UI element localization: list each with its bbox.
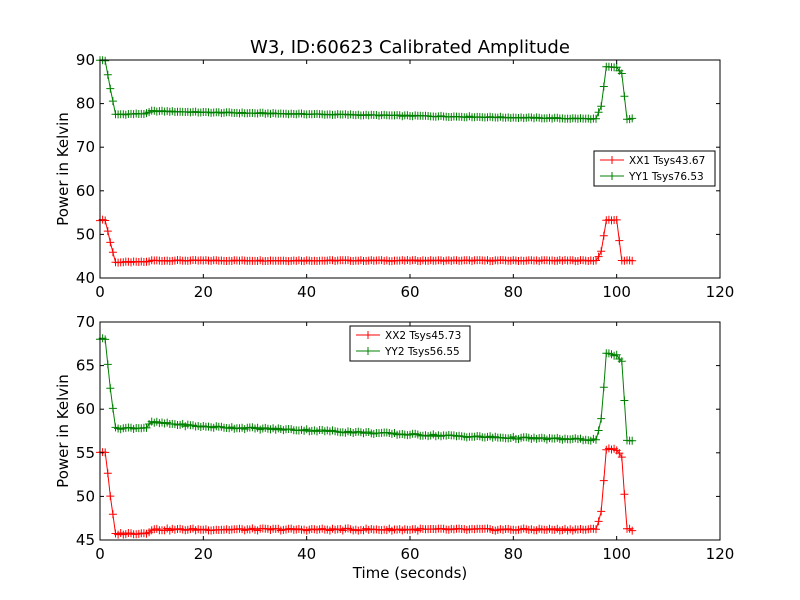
- data-point: [617, 357, 626, 366]
- legend-box: [593, 150, 716, 187]
- data-point: [599, 383, 608, 392]
- y-tick-label: 80: [76, 95, 95, 113]
- x-tick-label: 0: [95, 545, 105, 563]
- data-point: [106, 492, 115, 501]
- data-point: [106, 238, 115, 247]
- y-axis-label: Power in Kelvin: [54, 112, 72, 226]
- data-point: [594, 517, 603, 526]
- series-2: [96, 334, 637, 445]
- data-point: [620, 396, 629, 405]
- x-axis-label: Time (seconds): [352, 564, 468, 582]
- legend-item: YY2 Tsys56.55: [356, 346, 460, 358]
- y-tick-label: 40: [76, 269, 95, 287]
- data-point: [592, 435, 600, 444]
- legend: XX2 Tsys45.73 YY2 Tsys56.55: [349, 325, 471, 362]
- data-point: [103, 360, 112, 369]
- data-point: [108, 248, 117, 257]
- x-tick-label: 20: [194, 283, 213, 301]
- legend-label: YY1 Tsys76.53: [628, 171, 704, 183]
- plot-top: 0 20 40 60 80 100 120 40 50 60 70 80 90 Power in Kelv…: [54, 51, 734, 301]
- chart-title: W3, ID:60623 Calibrated Amplitude: [250, 37, 570, 58]
- data-point: [628, 526, 637, 535]
- legend: XX1 Tsys43.67 YY1 Tsys76.53: [593, 150, 716, 187]
- data-point: [592, 525, 600, 534]
- data-point: [599, 231, 608, 240]
- y-tick-label: 70: [76, 313, 95, 331]
- legend-marker: [608, 172, 616, 180]
- x-tick-label: 120: [706, 283, 735, 301]
- data-point: [620, 92, 629, 101]
- y-tick-label: 50: [76, 225, 95, 243]
- data-point: [628, 114, 637, 123]
- data-point: [108, 97, 117, 106]
- series-1: [96, 444, 637, 539]
- legend-box: [349, 325, 471, 362]
- data-point: [617, 453, 626, 462]
- data-point: [108, 404, 117, 413]
- x-tick-label: 40: [297, 283, 316, 301]
- x-tick-label: 0: [95, 283, 105, 301]
- legend-item: XX1 Tsys43.67: [600, 155, 705, 167]
- legend-marker: [364, 347, 372, 355]
- x-tick-label: 100: [602, 283, 631, 301]
- data-point: [617, 69, 626, 78]
- y-tick-label: 65: [76, 357, 95, 375]
- data-point: [594, 426, 603, 435]
- series-2: [96, 56, 637, 124]
- data-point: [594, 108, 603, 117]
- x-tick-label: 80: [504, 545, 523, 563]
- data-point: [101, 216, 110, 225]
- legend-item: YY1 Tsys76.53: [600, 171, 704, 183]
- legend-label: YY2 Tsys56.55: [384, 346, 460, 358]
- data-point: [594, 252, 603, 261]
- y-tick-label: 50: [76, 487, 95, 505]
- y-tick-label: 90: [76, 51, 95, 69]
- data-point: [108, 510, 117, 519]
- data-point: [101, 56, 110, 65]
- data-point: [597, 247, 606, 256]
- series-1: [96, 215, 637, 267]
- data-point: [106, 384, 115, 393]
- y-tick-label: 60: [76, 182, 95, 200]
- x-tick-label: 40: [297, 545, 316, 563]
- y-tick-label: 70: [76, 138, 95, 156]
- data-point: [103, 227, 112, 236]
- x-tick-label: 80: [504, 283, 523, 301]
- y-tick-label: 55: [76, 444, 95, 462]
- data-point: [597, 102, 606, 111]
- data-point: [599, 82, 608, 91]
- legend-item: XX2 Tsys45.73: [356, 330, 461, 342]
- x-tick-label: 60: [400, 545, 419, 563]
- plot-bottom: 0 20 40 60 80 100 120 45 50 55 60 65 70 Power in Kelv…: [54, 313, 734, 582]
- x-tick-label: 100: [602, 545, 631, 563]
- data-point: [612, 350, 621, 359]
- legend-label: XX1 Tsys43.67: [629, 155, 705, 167]
- data-point: [628, 256, 637, 265]
- x-tick-label: 60: [400, 283, 419, 301]
- data-point: [597, 414, 606, 423]
- data-point: [103, 469, 112, 478]
- y-tick-label: 60: [76, 400, 95, 418]
- data-point: [620, 490, 629, 499]
- legend-marker: [608, 156, 616, 164]
- y-tick-label: 45: [76, 531, 95, 549]
- data-point: [103, 70, 112, 79]
- y-axis-label: Power in Kelvin: [54, 374, 72, 488]
- data-point: [597, 507, 606, 516]
- data-point: [628, 436, 637, 445]
- data-point: [599, 476, 608, 485]
- data-point: [101, 335, 110, 344]
- data-point: [612, 215, 621, 224]
- x-tick-label: 120: [706, 545, 735, 563]
- data-point: [592, 114, 600, 123]
- legend-label: XX2 Tsys45.73: [385, 330, 461, 342]
- data-point: [615, 236, 624, 245]
- x-tick-label: 20: [194, 545, 213, 563]
- data-point: [106, 84, 115, 93]
- legend-marker: [364, 331, 372, 339]
